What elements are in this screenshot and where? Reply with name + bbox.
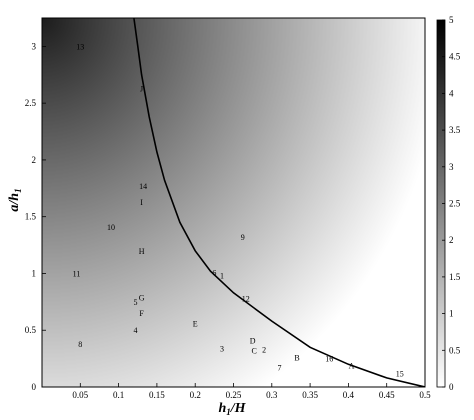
point-label: 2 — [262, 346, 266, 355]
point-label: 10 — [107, 223, 115, 232]
y-axis-label-sub: 1 — [13, 188, 23, 193]
x-axis-ticks: 0.05 0.1 0.15 0.2 0.25 0.3 0.35 0.4 0.45 0.5 — [72, 383, 431, 400]
colorbar-tick-label: 1.5 — [449, 272, 461, 282]
point-label: 8 — [78, 340, 82, 349]
x-tick-label: 0.5 — [419, 390, 431, 400]
x-tick-label: 0.3 — [266, 390, 278, 400]
heatmap-field — [42, 18, 425, 387]
x-tick-label: 0.45 — [379, 390, 395, 400]
x-axis-label-sub: 1 — [226, 407, 231, 417]
colorbar-tick-label: 3.5 — [449, 125, 461, 135]
point-label: C — [252, 347, 257, 356]
point-label: 4 — [133, 326, 137, 335]
x-tick-label: 0.25 — [226, 390, 242, 400]
point-label: 12 — [242, 294, 250, 303]
x-axis-label-tail: /H — [230, 401, 247, 416]
y-tick-label: 1 — [32, 268, 37, 278]
y-tick-label: 1.5 — [25, 212, 37, 222]
x-axis-label-base: h — [218, 401, 226, 416]
point-label: G — [139, 293, 145, 302]
point-label: 16 — [325, 355, 333, 364]
point-label: A — [349, 361, 355, 370]
colorbar-tick-label: 2.5 — [449, 199, 461, 209]
point-label: 6 — [212, 268, 216, 277]
point-label: H — [139, 247, 145, 256]
colorbar-ticks: 0 0.5 1 1.5 2 2.5 3 3.5 4 4.5 5 — [442, 15, 461, 392]
point-label: B — [294, 353, 299, 362]
point-label: F — [139, 309, 144, 318]
point-label: D — [250, 336, 256, 345]
boundary-curve — [133, 18, 425, 387]
point-label: J — [140, 84, 143, 93]
point-label: I — [140, 198, 143, 207]
y-tick-label: 0 — [32, 382, 37, 392]
colorbar-tick-label: 4.5 — [449, 52, 461, 62]
y-tick-label: 2.5 — [25, 98, 37, 108]
colorbar-tick-label: 0 — [449, 382, 454, 392]
x-tick-label: 0.15 — [149, 390, 165, 400]
x-tick-label: 0.4 — [343, 390, 355, 400]
x-axis-label: h1/H — [218, 401, 246, 417]
point-label: 15 — [396, 369, 404, 378]
point-label: 9 — [241, 233, 245, 242]
y-tick-label: 0.5 — [25, 325, 37, 335]
point-label: 11 — [73, 269, 81, 278]
colorbar-tick-label: 4 — [449, 88, 454, 98]
x-tick-label: 0.05 — [72, 390, 88, 400]
plot-area — [41, 17, 426, 388]
point-label: 5 — [133, 298, 137, 307]
y-axis-label: a/h1 — [7, 188, 23, 211]
x-tick-label: 0.2 — [190, 390, 201, 400]
colorbar: 0 0.5 1 1.5 2 2.5 3 3.5 4 4.5 5 — [436, 15, 461, 392]
data-point-labels: 13 J 14 I 10 9 H 11 6 1 12 G5F E 4 D 8 3 C 2 B 16 A 7 15 — [73, 42, 404, 378]
point-label: 3 — [220, 344, 224, 353]
y-tick-label: 3 — [32, 41, 37, 51]
point-label: 1 — [220, 272, 224, 281]
y-axis-label-base: a/h — [7, 193, 22, 212]
point-label: 13 — [76, 42, 84, 51]
point-label: 7 — [277, 364, 281, 373]
x-tick-label: 0.1 — [113, 390, 124, 400]
colorbar-tick-label: 0.5 — [449, 345, 461, 355]
colorbar-tick-label: 3 — [449, 162, 454, 172]
point-label: 14 — [139, 182, 147, 191]
y-axis-ticks: 0 0.5 1 1.5 2 2.5 3 — [25, 41, 46, 392]
colorbar-tick-label: 2 — [449, 235, 454, 245]
point-label: E — [193, 319, 198, 328]
y-tick-label: 2 — [32, 155, 37, 165]
x-tick-label: 0.35 — [302, 390, 318, 400]
colorbar-tick-label: 1 — [449, 309, 454, 319]
colorbar-tick-label: 5 — [449, 15, 454, 25]
